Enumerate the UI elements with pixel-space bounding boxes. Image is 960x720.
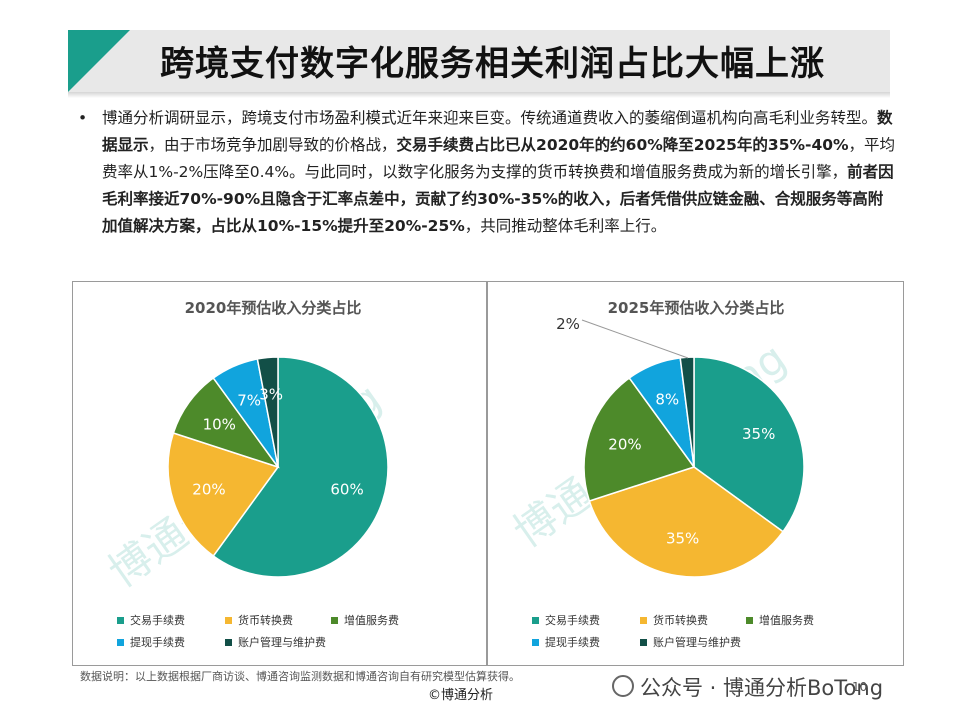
intro-emphasis: 数据显示 (102, 109, 893, 154)
legend-swatch (225, 616, 232, 624)
legend-label: 账户管理与维护费 (238, 636, 326, 649)
wechat-account: 公众号 · 博通分析BoTong (612, 672, 883, 702)
leader-line (581, 319, 689, 359)
wechat-icon (612, 675, 634, 697)
banner-bar (68, 30, 890, 92)
banner-accent-triangle (68, 30, 130, 92)
bullet-marker: • (78, 109, 88, 127)
data-label: 35% (666, 530, 699, 548)
intro-emphasis: 前者因毛利率接近70%-90%且隐含于汇率点差中，贡献了约30%-35%的收入，… (102, 163, 894, 235)
legend-item: 提现手续费 (117, 634, 185, 650)
legend-label: 交易手续费 (545, 614, 600, 627)
copyright: ©博通分析 (428, 688, 494, 703)
data-footnote: 数据说明：以上数据根据厂商访谈、博通咨询监测数据和博通咨询自有研究模型估算获得。 (80, 670, 520, 683)
legend-item: 账户管理与维护费 (225, 634, 326, 650)
legend-swatch (640, 616, 647, 624)
legend-label: 交易手续费 (130, 614, 185, 627)
legend-label: 提现手续费 (130, 636, 185, 649)
intro-segment: 博通分析调研显示，跨境支付市场盈利模式近年来迎来巨变。传统通道费收入的萎缩倒逼机… (102, 109, 878, 127)
legend-label: 账户管理与维护费 (653, 636, 741, 649)
data-label: 60% (330, 480, 363, 498)
data-label: 35% (742, 425, 775, 443)
data-label: 7% (237, 391, 261, 409)
banner-shadow (68, 92, 890, 98)
legend-item: 增值服务费 (746, 612, 814, 628)
data-label: 3% (259, 386, 283, 404)
legend-label: 货币转换费 (653, 614, 708, 627)
intro-segment: ，共同推动整体毛利率上行。 (464, 217, 667, 235)
pie-chart-2025: 2025年预估收入分类占比 35% 35% 20% 8% 2% (556, 299, 805, 578)
legend-swatch (640, 638, 647, 646)
data-label: 8% (655, 390, 679, 408)
legend-swatch (117, 616, 124, 624)
legend-swatch (331, 616, 338, 624)
data-label: 10% (203, 415, 236, 433)
page-number: 10 (852, 680, 868, 694)
pie-slice-1 (212, 356, 389, 578)
data-label: 20% (192, 480, 225, 498)
data-label: 20% (608, 436, 641, 454)
legend-label: 增值服务费 (344, 614, 399, 627)
intro-paragraph: • 博通分析调研显示，跨境支付市场盈利模式近年来迎来巨变。传统通道费收入的萎缩倒… (78, 105, 898, 240)
page-title: 跨境支付数字化服务相关利润占比大幅上涨 (160, 44, 825, 84)
legend-label: 提现手续费 (545, 636, 600, 649)
wechat-label: 公众号 · 博通分析BoTong (640, 676, 884, 700)
legend-item: 货币转换费 (225, 612, 293, 628)
pie-slice-2 (588, 466, 785, 578)
pie-chart-2020: 2020年预估收入分类占比 60% 20% 10%7%3% (167, 299, 389, 578)
chart-title: 2020年预估收入分类占比 (185, 299, 362, 317)
legend-swatch (532, 638, 539, 646)
legend-swatch (746, 616, 753, 624)
pie-slice-2 (167, 432, 280, 558)
intro-emphasis: 交易手续费占比已从2020年的约60%降至2025年的35%-40% (396, 136, 849, 154)
legend-swatch (117, 638, 124, 646)
pie-slice-5 (256, 356, 279, 468)
pie-slice-1 (693, 356, 805, 533)
intro-segment: ，平均费率从1%-2%压降至0.4%。与此同时，以数字化服务为支撑的货币转换费和… (102, 136, 896, 181)
intro-segment: ，由于市场竞争加剧导致的价格战， (148, 136, 397, 154)
chart-title: 2025年预估收入分类占比 (608, 299, 785, 317)
legend-item: 交易手续费 (532, 612, 600, 628)
legend-item: 货币转换费 (640, 612, 708, 628)
legend-item: 账户管理与维护费 (640, 634, 741, 650)
legend-item: 增值服务费 (331, 612, 399, 628)
intro-text: 博通分析调研显示，跨境支付市场盈利模式近年来迎来巨变。传统通道费收入的萎缩倒逼机… (102, 105, 898, 240)
data-label: 2% (556, 315, 580, 333)
title-banner: 跨境支付数字化服务相关利润占比大幅上涨 (68, 30, 890, 100)
legend-swatch (225, 638, 232, 646)
legend-label: 增值服务费 (759, 614, 814, 627)
legend-swatch (532, 616, 539, 624)
legend-item: 交易手续费 (117, 612, 185, 628)
legend-item: 提现手续费 (532, 634, 600, 650)
pie-slice-3 (583, 376, 696, 502)
legend-label: 货币转换费 (238, 614, 293, 627)
